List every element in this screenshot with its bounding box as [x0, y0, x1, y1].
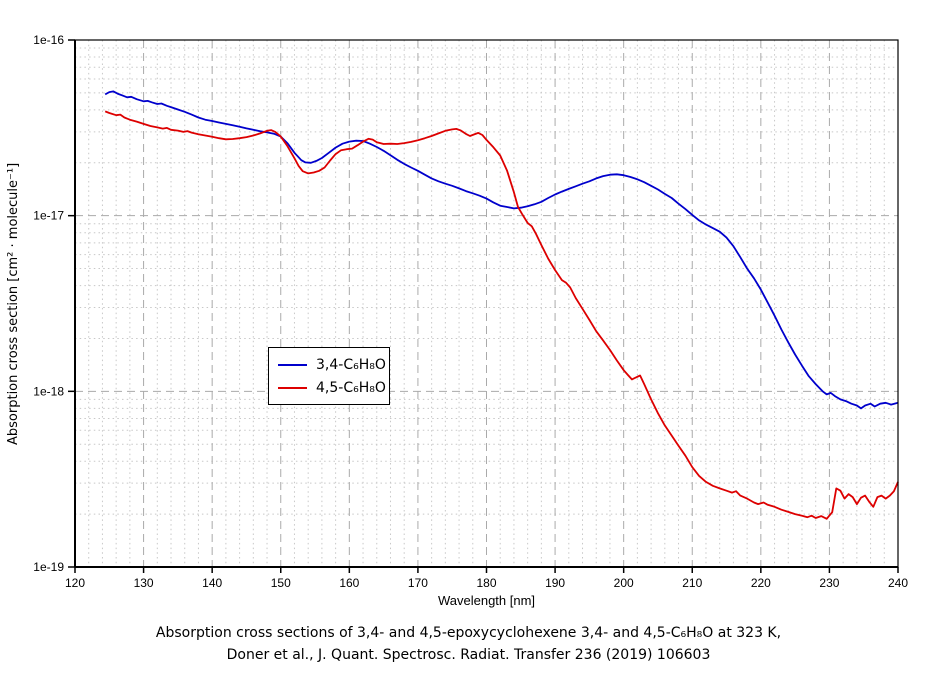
x-tick-label: 220	[751, 576, 771, 590]
x-tick-label: 170	[408, 576, 428, 590]
y-tick-label: 1e-19	[33, 560, 64, 574]
caption-line-2: Doner et al., J. Quant. Spectrosc. Radia…	[226, 647, 711, 663]
legend-line-sample-blue	[278, 363, 307, 366]
x-tick-label: 180	[476, 576, 496, 590]
legend-item-3-4-c6h8o: 3,4-C₆H₈O	[278, 357, 389, 373]
series-line-0	[104, 90, 899, 410]
legend-line-sample-red	[278, 386, 307, 389]
x-tick-label: 240	[888, 576, 908, 590]
absorption-spectra-chart: 120 130 140 150 160 170 180 190 200 210 220 230 240 1…	[33, 33, 908, 590]
x-tick-label: 210	[682, 576, 702, 590]
caption-line-1: Absorption cross sections of 3,4- and 4,…	[155, 625, 782, 641]
series-line-1	[104, 110, 899, 520]
y-tick-label: 1e-18	[33, 384, 64, 398]
x-tick-label: 190	[545, 576, 565, 590]
x-tick-label: 150	[271, 576, 291, 590]
legend-item-4-5-c6h8o: 4,5-C₆H₈O	[278, 380, 389, 396]
x-tick-label: 200	[614, 576, 634, 590]
legend-label: 3,4-C₆H₈O	[316, 356, 386, 373]
chart-caption: Absorption cross sections of 3,4- and 4,…	[0, 622, 937, 666]
y-tick-label: 1e-17	[33, 209, 64, 223]
x-tick-label: 160	[339, 576, 359, 590]
legend: 3,4-C₆H₈O 4,5-C₆H₈O	[268, 347, 390, 405]
x-tick-label: 140	[202, 576, 222, 590]
y-axis-title: Absorption cross section [cm² · molecule…	[6, 162, 21, 445]
x-tick-label: 230	[819, 576, 839, 590]
x-axis-title: Wavelength [nm]	[437, 593, 536, 608]
x-tick-label: 130	[134, 576, 154, 590]
y-tick-label: 1e-16	[33, 33, 64, 47]
x-tick-label: 120	[65, 576, 85, 590]
legend-label: 4,5-C₆H₈O	[316, 379, 386, 396]
